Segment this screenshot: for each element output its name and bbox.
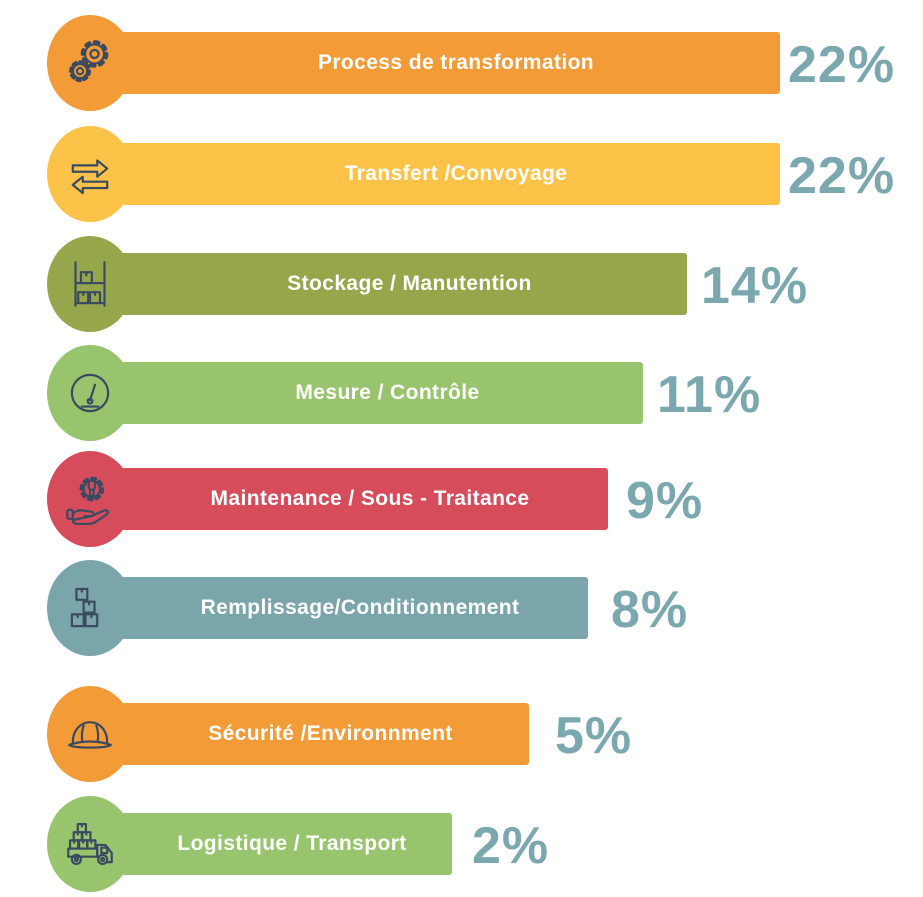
bar-value: 2% bbox=[472, 817, 550, 875]
bar-value: 22% bbox=[788, 36, 896, 94]
bar bbox=[100, 813, 452, 875]
category-icon-circle bbox=[47, 451, 133, 547]
bar-label: Process de transformation bbox=[317, 51, 595, 74]
bar-label: Sécurité /Environnment bbox=[208, 722, 453, 745]
bar-row: Sécurité /Environnment 5% bbox=[0, 686, 923, 782]
stacked-boxes-icon bbox=[61, 579, 119, 637]
bar-label: Remplissage/Conditionnement bbox=[200, 596, 520, 619]
transfer-arrows-icon bbox=[61, 145, 119, 203]
bar-value: 14% bbox=[701, 257, 809, 315]
bar bbox=[100, 468, 608, 530]
bar-value: 11% bbox=[657, 366, 762, 424]
bar-value: 5% bbox=[555, 707, 633, 765]
category-icon-circle bbox=[47, 126, 133, 222]
category-icon-circle bbox=[47, 345, 133, 441]
bar bbox=[100, 362, 643, 424]
bar-row: Stockage / Manutention 14% bbox=[0, 236, 923, 332]
bar bbox=[100, 703, 529, 765]
bar bbox=[100, 143, 780, 205]
bar bbox=[100, 577, 588, 639]
category-icon-circle bbox=[47, 796, 133, 892]
bar-row: Mesure / Contrôle 11% bbox=[0, 345, 923, 441]
maintenance-hand-icon bbox=[61, 470, 119, 528]
delivery-truck-icon bbox=[61, 815, 119, 873]
bar bbox=[100, 253, 687, 315]
bar-label: Stockage / Manutention bbox=[287, 272, 532, 295]
category-icon-circle bbox=[47, 560, 133, 656]
bar-label: Transfert /Convoyage bbox=[344, 162, 568, 185]
bar-row: Logistique / Transport 2% bbox=[0, 796, 923, 892]
bar-value: 22% bbox=[788, 147, 896, 205]
category-icon-circle bbox=[47, 236, 133, 332]
category-icon-circle bbox=[47, 686, 133, 782]
bar-row: Maintenance / Sous - Traitance 9% bbox=[0, 451, 923, 547]
bar bbox=[100, 32, 780, 94]
gears-icon bbox=[61, 34, 119, 92]
bar-row: Process de transformation 22% bbox=[0, 15, 923, 111]
bar-row: Transfert /Convoyage 22% bbox=[0, 126, 923, 222]
bar-label: Logistique / Transport bbox=[177, 832, 407, 855]
category-icon-circle bbox=[47, 15, 133, 111]
gauge-icon bbox=[61, 364, 119, 422]
safety-helmet-icon bbox=[61, 705, 119, 763]
bar-row: Remplissage/Conditionnement 8% bbox=[0, 560, 923, 656]
bar-value: 8% bbox=[611, 581, 689, 639]
bar-label: Maintenance / Sous - Traitance bbox=[210, 487, 530, 510]
bar-value: 9% bbox=[626, 472, 704, 530]
bar-label: Mesure / Contrôle bbox=[295, 381, 480, 404]
storage-rack-icon bbox=[61, 255, 119, 313]
